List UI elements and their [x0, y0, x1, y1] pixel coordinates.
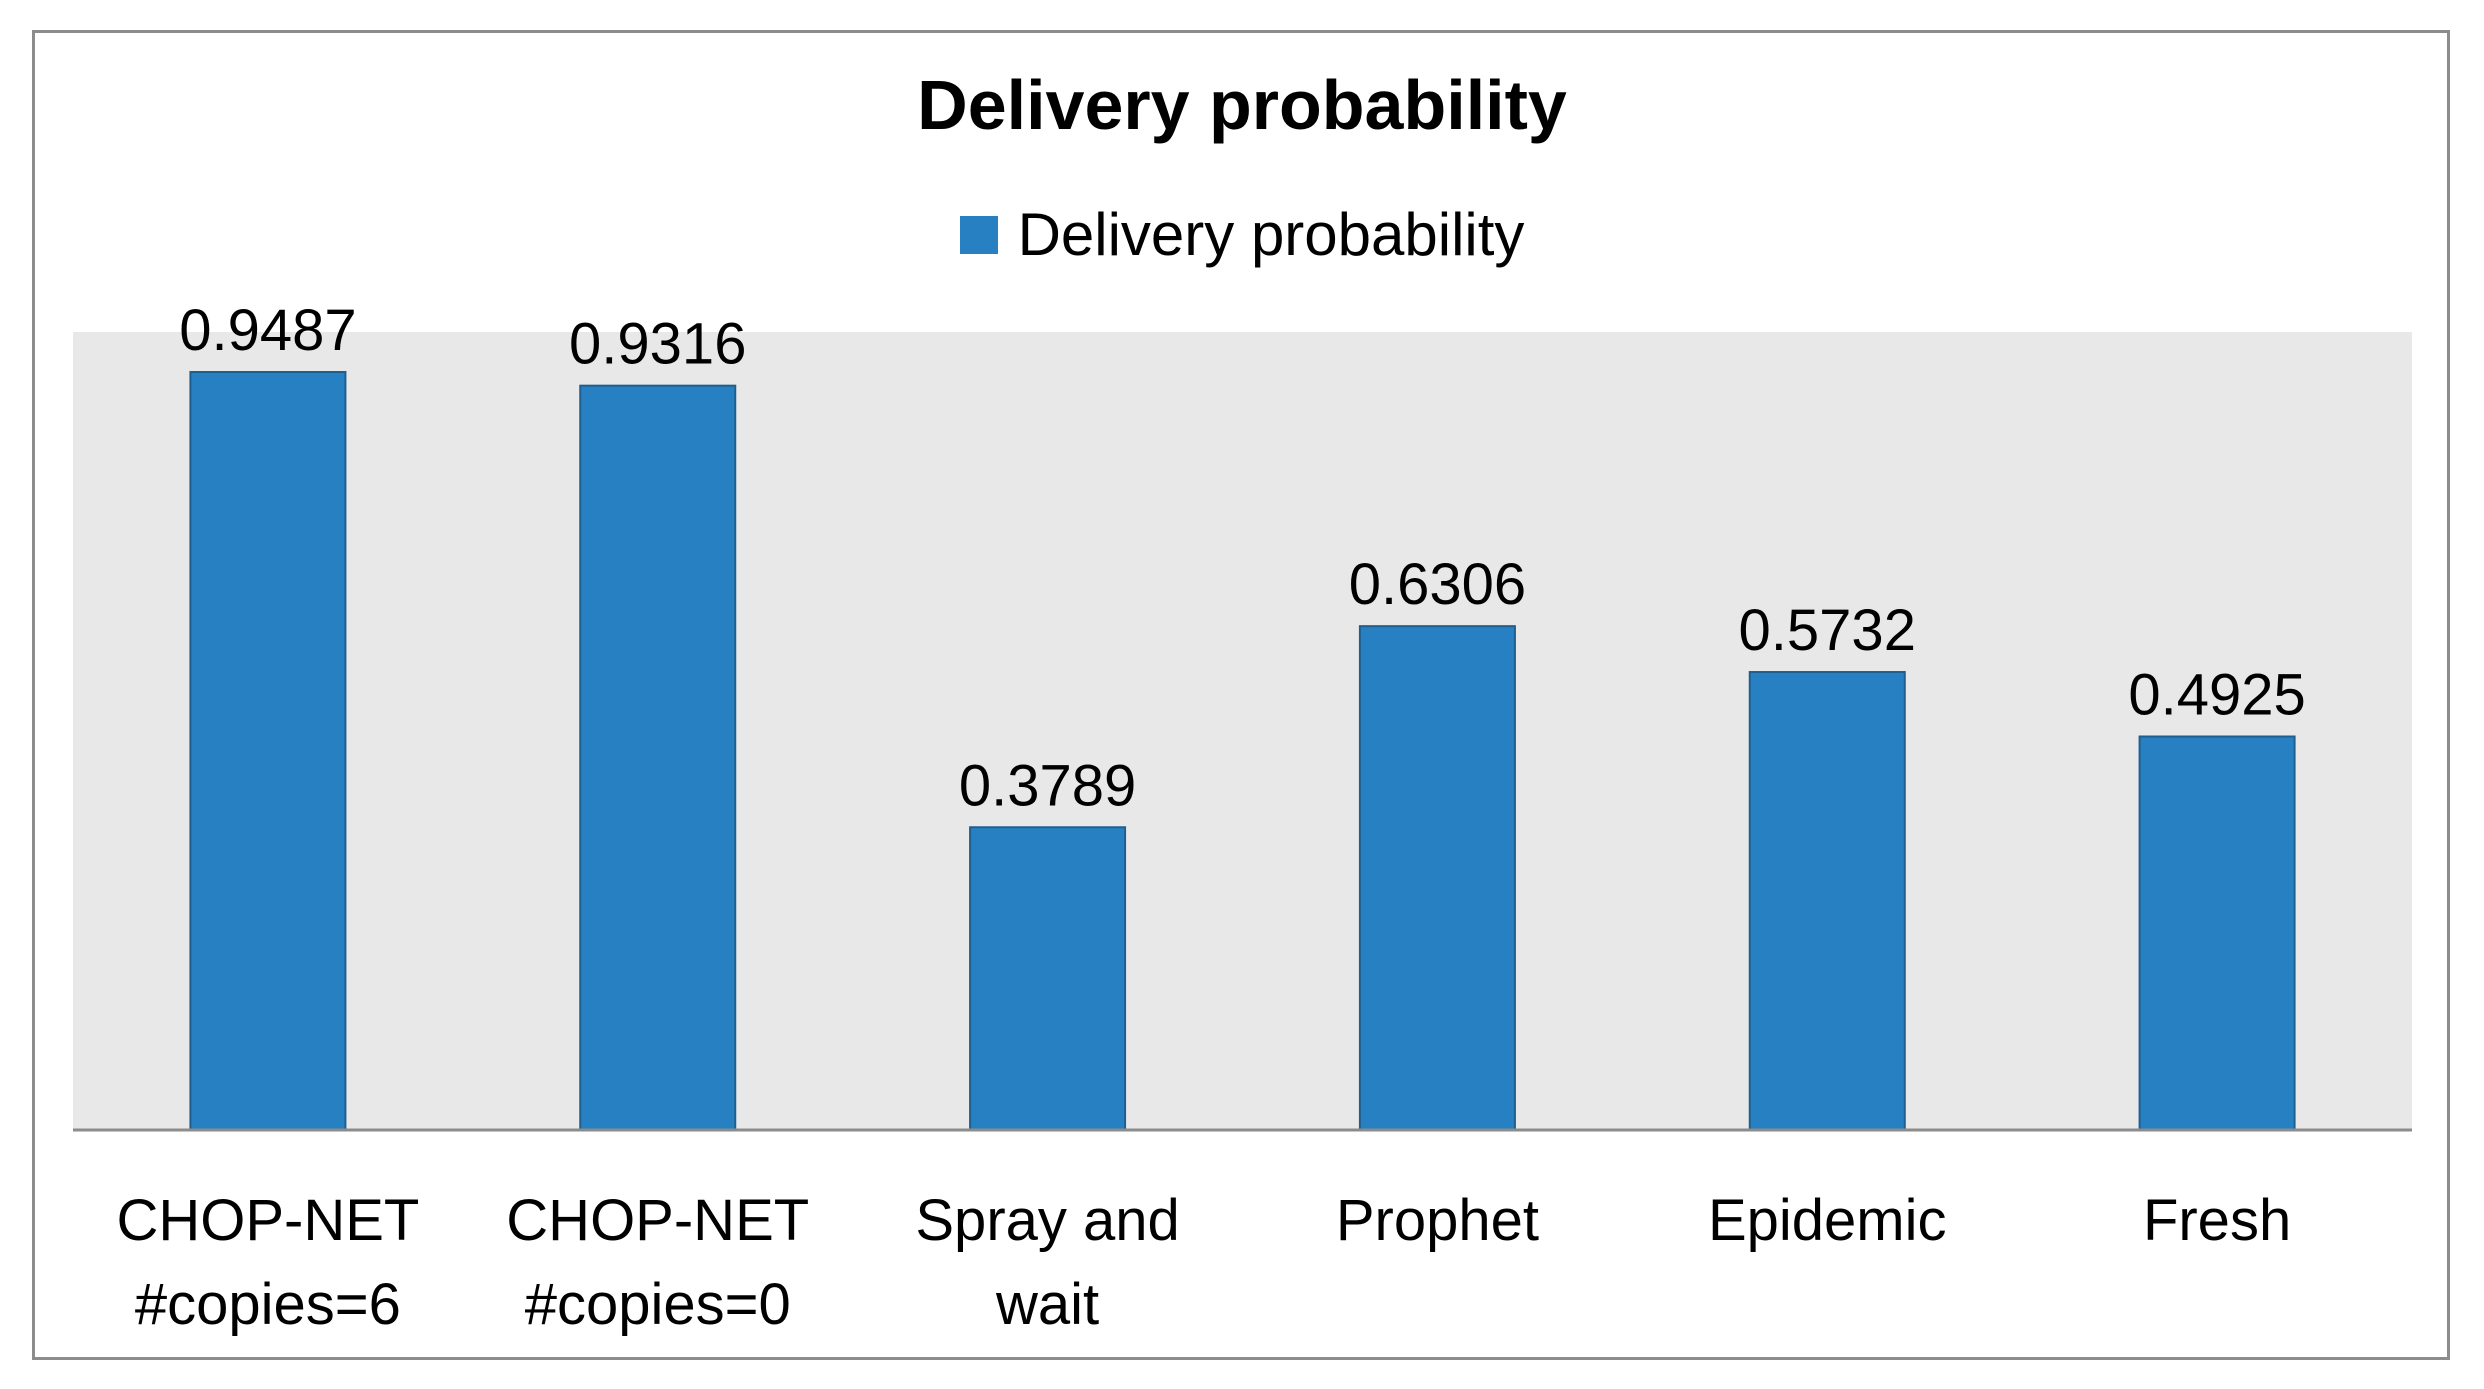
legend-label: Delivery probability: [1017, 201, 1525, 268]
category-label: Prophet: [1336, 1188, 1539, 1253]
bar: [969, 826, 1127, 1131]
bar-data-label: 0.6306: [1349, 552, 1526, 617]
category-label: Fresh: [2143, 1188, 2291, 1253]
bar-data-label: 0.5732: [1739, 598, 1916, 663]
bar: [1748, 671, 1906, 1131]
bar: [1358, 625, 1516, 1131]
bar: [579, 384, 737, 1131]
bar-data-label: 0.4925: [2128, 662, 2305, 727]
category-label: Spray and: [915, 1188, 1179, 1253]
category-label: #copies=6: [135, 1272, 401, 1337]
bar-data-label: 0.3789: [959, 753, 1136, 818]
bar: [189, 371, 347, 1131]
legend: Delivery probability: [0, 205, 2484, 265]
category-labels-group: CHOP-NET #copies=6 CHOP-NET #copies=0 Spray …: [116, 1188, 2291, 1337]
legend-swatch: [959, 216, 998, 254]
category-label: wait: [995, 1272, 1099, 1337]
category-label: #copies=0: [525, 1272, 791, 1337]
bar: [2138, 735, 2296, 1131]
data-labels-group: 0.9487 0.9316 0.3789 0.6306 0.5732 0.4925: [179, 298, 2306, 818]
plot-area: [73, 332, 2412, 1130]
category-label: CHOP-NET: [116, 1188, 419, 1253]
category-label: CHOP-NET: [506, 1188, 809, 1253]
category-label: Epidemic: [1708, 1188, 1947, 1253]
bars-group: [189, 371, 2296, 1131]
bar-data-label: 0.9487: [179, 298, 356, 363]
bar-data-label: 0.9316: [569, 312, 746, 377]
chart-title: Delivery probability: [917, 66, 1567, 144]
